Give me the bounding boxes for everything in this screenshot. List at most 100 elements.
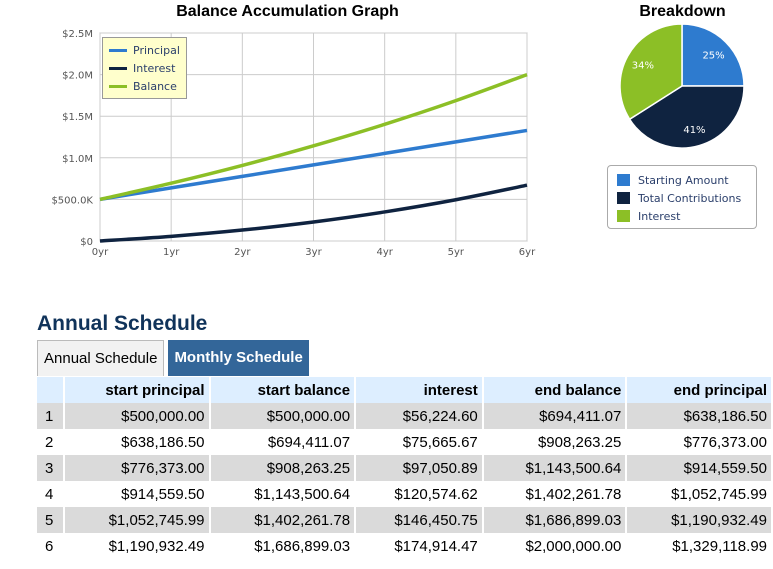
column-header-start-principal: start principal — [63, 377, 211, 403]
legend-item-principal[interactable]: Principal — [109, 41, 186, 59]
pie-slice-label: 25% — [702, 50, 724, 61]
row-index: 2 — [37, 429, 65, 455]
pie-legend-label: Starting Amount — [638, 173, 729, 187]
row-index: 3 — [37, 455, 65, 481]
starting-amount-swatch — [617, 174, 630, 186]
table-row: 6 $1,190,932.49 $1,686,899.03 $174,914.4… — [37, 533, 773, 559]
column-header-interest: interest — [355, 377, 484, 403]
legend-item-balance[interactable]: Balance — [109, 77, 186, 95]
cell-end-balance: $2,000,000.00 — [482, 533, 628, 559]
x-tick-label: 6yr — [519, 247, 536, 258]
series-line-principal — [99, 128, 528, 202]
schedule-tabs: Annual Schedule Monthly Schedule — [37, 340, 309, 376]
y-tick-label: $0 — [80, 237, 93, 248]
line-chart-title: Balance Accumulation Graph — [176, 3, 399, 20]
cell-start-balance: $694,411.07 — [209, 429, 357, 455]
cell-end-principal: $1,052,745.99 — [626, 481, 773, 507]
annual-schedule-table: start principal start balance interest e… — [37, 377, 773, 559]
y-tick-label: $500.0K — [51, 195, 93, 206]
pie-slice-label: 34% — [632, 60, 654, 71]
row-index: 1 — [37, 403, 65, 429]
cell-end-balance: $1,143,500.64 — [482, 455, 628, 481]
y-tick-label: $2.5M — [62, 29, 93, 40]
cell-interest: $174,914.47 — [355, 533, 484, 559]
schedule-heading: Annual Schedule — [37, 312, 208, 335]
table-row: 1 $500,000.00 $500,000.00 $56,224.60 $69… — [37, 403, 773, 429]
x-tick-label: 1yr — [163, 247, 180, 258]
table-row: 2 $638,186.50 $694,411.07 $75,665.67 $90… — [37, 429, 773, 455]
cell-end-principal: $1,190,932.49 — [626, 507, 773, 533]
row-index: 5 — [37, 507, 65, 533]
x-tick-label: 3yr — [305, 247, 322, 258]
cell-end-principal: $638,186.50 — [626, 403, 773, 429]
cell-interest: $146,450.75 — [355, 507, 484, 533]
cell-start-balance: $500,000.00 — [209, 403, 357, 429]
table-row: 4 $914,559.50 $1,143,500.64 $120,574.62 … — [37, 481, 773, 507]
cell-end-balance: $908,263.25 — [482, 429, 628, 455]
pie-slice-interest[interactable] — [619, 23, 683, 121]
series-line-interest — [99, 183, 528, 243]
column-header-index — [37, 377, 65, 403]
tab-monthly-schedule[interactable]: Monthly Schedule — [168, 340, 309, 376]
table-row: 5 $1,052,745.99 $1,402,261.78 $146,450.7… — [37, 507, 773, 533]
cell-start-principal: $1,190,932.49 — [63, 533, 211, 559]
cell-end-principal: $776,373.00 — [626, 429, 773, 455]
cell-start-balance: $1,686,899.03 — [209, 533, 357, 559]
legend-item-interest[interactable]: Interest — [109, 59, 186, 77]
table-row: 3 $776,373.00 $908,263.25 $97,050.89 $1,… — [37, 455, 773, 481]
cell-end-principal: $1,329,118.99 — [626, 533, 773, 559]
balance-swatch — [109, 84, 127, 88]
legend-label-interest: Interest — [133, 61, 176, 75]
legend-label-principal: Principal — [133, 43, 180, 57]
pie-slice-starting-amount[interactable] — [681, 23, 745, 87]
pie-chart-title: Breakdown — [639, 3, 726, 20]
cell-start-principal: $914,559.50 — [63, 481, 211, 507]
x-tick-label: 5yr — [448, 247, 465, 258]
line-chart-series — [99, 72, 528, 243]
pie-legend-item-starting-amount[interactable]: Starting Amount — [617, 171, 756, 189]
column-header-end-balance: end balance — [482, 377, 628, 403]
x-tick-label: 4yr — [376, 247, 393, 258]
cell-start-balance: $908,263.25 — [209, 455, 357, 481]
pie-chart-legend: Starting Amount Total Contributions Inte… — [607, 165, 757, 229]
cell-interest: $56,224.60 — [355, 403, 484, 429]
cell-start-principal: $638,186.50 — [63, 429, 211, 455]
interest-swatch — [109, 66, 127, 70]
pie-legend-label: Total Contributions — [638, 191, 742, 205]
cell-start-balance: $1,143,500.64 — [209, 481, 357, 507]
cell-start-principal: $500,000.00 — [63, 403, 211, 429]
pie-legend-label: Interest — [638, 209, 681, 223]
pie-legend-item-total-contributions[interactable]: Total Contributions — [617, 189, 756, 207]
line-chart-legend: Principal Interest Balance — [102, 37, 187, 99]
cell-end-balance: $1,686,899.03 — [482, 507, 628, 533]
cell-end-principal: $914,559.50 — [626, 455, 773, 481]
pie-slice-label: 41% — [683, 125, 705, 136]
pie-legend-item-interest[interactable]: Interest — [617, 207, 756, 225]
cell-start-balance: $1,402,261.78 — [209, 507, 357, 533]
interest-slice-swatch — [617, 210, 630, 222]
table-header-row: start principal start balance interest e… — [37, 377, 773, 403]
legend-label-balance: Balance — [133, 79, 177, 93]
y-tick-label: $1.5M — [62, 112, 93, 123]
cell-start-principal: $776,373.00 — [63, 455, 211, 481]
line-chart-ticks: $0 $500.0K $1.0M $1.5M $2.0M $2.5M 0yr 1yr 2yr 3y… — [51, 29, 536, 258]
cell-start-principal: $1,052,745.99 — [63, 507, 211, 533]
column-header-start-balance: start balance — [209, 377, 357, 403]
cell-interest: $120,574.62 — [355, 481, 484, 507]
principal-swatch — [109, 48, 127, 52]
x-tick-label: 0yr — [92, 247, 109, 258]
y-tick-label: $1.0M — [62, 154, 93, 165]
column-header-end-principal: end principal — [626, 377, 773, 403]
cell-end-balance: $1,402,261.78 — [482, 481, 628, 507]
row-index: 6 — [37, 533, 65, 559]
cell-interest: $75,665.67 — [355, 429, 484, 455]
line-chart: $0 $500.0K $1.0M $1.5M $2.0M $2.5M 0yr 1yr 2yr 3y… — [51, 29, 536, 258]
total-contributions-swatch — [617, 192, 630, 204]
row-index: 4 — [37, 481, 65, 507]
x-tick-label: 2yr — [234, 247, 251, 258]
y-tick-label: $2.0M — [62, 71, 93, 82]
cell-end-balance: $694,411.07 — [482, 403, 628, 429]
series-line-balance — [99, 72, 528, 202]
tab-annual-schedule[interactable]: Annual Schedule — [37, 340, 165, 376]
pie-chart: 25% 41% 34% — [619, 23, 745, 149]
